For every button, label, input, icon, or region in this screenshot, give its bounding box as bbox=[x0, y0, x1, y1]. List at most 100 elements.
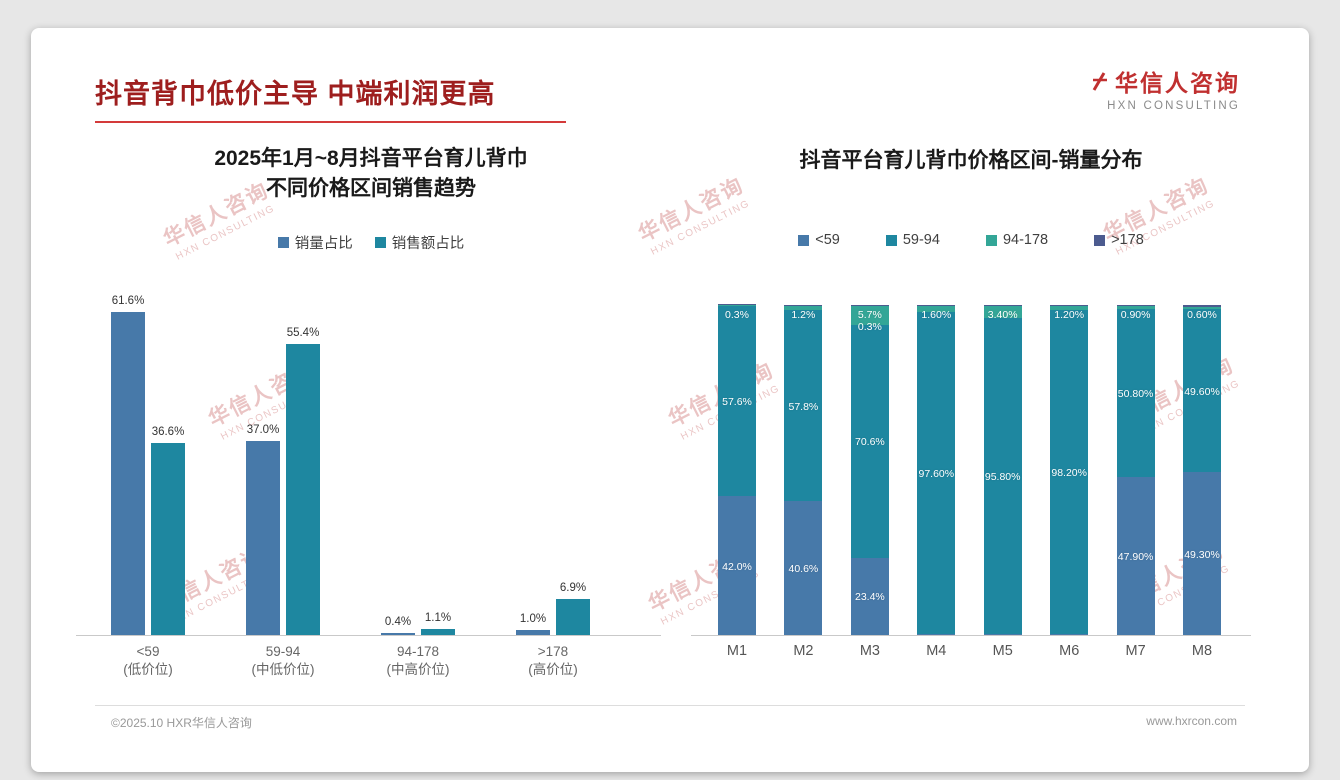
stacked-segment-<59-M5 bbox=[983, 633, 1022, 635]
bar-value-label: 1.0% bbox=[519, 612, 547, 625]
stacked-segment-94-178-M8 bbox=[1183, 306, 1221, 309]
segment-value-label: 97.60% bbox=[918, 467, 955, 480]
stacked-segment-94-178-M4 bbox=[917, 306, 956, 312]
bar-销量占比-59-94 bbox=[246, 440, 280, 635]
legend-item-lt59: <59 bbox=[798, 232, 840, 248]
stacked-segment-<59-M1 bbox=[718, 496, 756, 635]
left-chart-legend: 销量占比 销售额占比 bbox=[91, 232, 651, 253]
segment-value-label: 95.80% bbox=[984, 470, 1021, 483]
bar-value-label: 37.0% bbox=[246, 423, 280, 436]
segment-value-label: 1.2% bbox=[791, 309, 816, 321]
stacked-segment-59-94-M7 bbox=[1116, 309, 1155, 477]
bar-value-label: 6.9% bbox=[559, 581, 587, 594]
stacked-segment->178-M7 bbox=[1116, 305, 1155, 307]
stacked-segment-<59-M8 bbox=[1183, 472, 1221, 635]
bar-销量占比->178 bbox=[516, 629, 550, 635]
segment-value-label: 1.60% bbox=[921, 309, 952, 321]
bar-value-label: 55.4% bbox=[286, 327, 320, 340]
legend-swatch-teal bbox=[885, 234, 897, 246]
x-axis-month: M3 bbox=[859, 643, 880, 659]
bar-销量占比-94-178 bbox=[381, 632, 415, 635]
grouped-bar-chart: 61.6% 37.0% 0.4% 1.0% 36.6% 55.4% 1.1% 6.9% <59(… bbox=[76, 293, 661, 677]
x-axis-month: M6 bbox=[1059, 643, 1080, 659]
bar-value-label: 1.1% bbox=[424, 612, 452, 625]
legend-swatch-teal bbox=[374, 237, 386, 248]
x-axis-month: M5 bbox=[992, 643, 1013, 659]
stacked-segment-<59-M6 bbox=[1050, 634, 1089, 635]
legend-label: >178 bbox=[1111, 232, 1144, 248]
x-axis-category: 59-94 (中低价位) bbox=[251, 644, 315, 678]
legend-item-94-178: 94-178 bbox=[985, 232, 1049, 248]
footer: ©2025.10 HXR华信人咨询 www.hxrcon.com bbox=[95, 705, 1245, 746]
bar-销售额占比-59-94 bbox=[286, 344, 320, 635]
right-chart-legend: <59 59-94 94-178 >178 bbox=[691, 232, 1251, 248]
footer-copyright: ©2025.10 HXR华信人咨询 bbox=[111, 716, 252, 730]
segment-value-label: 57.8% bbox=[788, 400, 819, 413]
segment-value-label: 1.20% bbox=[1054, 309, 1085, 321]
slide-card: 华信人咨询 HXN CONSULTING 华信人咨询 HXN CONSULTING 华信… bbox=[31, 28, 1309, 772]
x-axis-category: >178 (高价位) bbox=[528, 644, 578, 678]
segment-value-label: 42.0% bbox=[722, 560, 752, 573]
bar-销售额占比->178 bbox=[556, 598, 590, 635]
stacked-segment-<59-M7 bbox=[1116, 476, 1155, 635]
stacked-segment-<59-M4 bbox=[917, 633, 956, 635]
slide-title: 抖音背巾低价主导 中端利润更高 bbox=[95, 72, 566, 123]
bar-销量占比-<59 bbox=[111, 311, 145, 635]
segment-value-label: 0.90% bbox=[1120, 309, 1151, 321]
segment-value-label: 47.90% bbox=[1117, 551, 1154, 563]
stacked-segment-94-178-M6 bbox=[1050, 306, 1089, 310]
bar-value-label: 0.4% bbox=[384, 615, 412, 628]
x-axis-category: 94-178 (中高价位) bbox=[386, 644, 450, 678]
stacked-segment-59-94-M5 bbox=[983, 317, 1022, 634]
x-axis-month: M4 bbox=[926, 643, 947, 659]
legend-label: 94-178 bbox=[1002, 232, 1049, 248]
logo-en-text: HXN CONSULTING bbox=[1107, 100, 1240, 112]
stacked-segment->178-M4 bbox=[917, 305, 956, 307]
left-chart-title: 2025年1月~8月抖音平台育儿背巾 不同价格区间销售趋势 bbox=[214, 147, 528, 201]
segment-value-label: 49.30% bbox=[1184, 548, 1220, 561]
bar-value-label: 36.6% bbox=[151, 426, 185, 438]
stacked-bar-chart: 42.0% 57.6% 0.3% M1 40.6% 57.8% 1.2% M2 23.4% 70.… bbox=[691, 293, 1251, 659]
segment-value-label: 3.40% bbox=[987, 309, 1018, 321]
x-axis-month: M8 bbox=[1191, 643, 1213, 659]
stacked-segment->178-M3 bbox=[850, 305, 889, 306]
segment-value-label: 5.7% bbox=[857, 309, 882, 321]
bar-销售额占比-<59 bbox=[151, 443, 185, 635]
stacked-segment->178-M2 bbox=[784, 305, 823, 307]
legend-swatch-blue bbox=[277, 237, 289, 248]
legend-swatch-blue bbox=[798, 234, 810, 246]
segment-value-label: 23.4% bbox=[855, 591, 885, 604]
legend-label: 销售额占比 bbox=[391, 236, 465, 252]
segment-value-label: 70.6% bbox=[855, 436, 885, 449]
x-axis-category: <59 (低价位) bbox=[123, 644, 173, 678]
segment-value-label: 50.80% bbox=[1117, 388, 1154, 401]
legend-label: 销量占比 bbox=[294, 236, 353, 252]
segment-value-label: 40.6% bbox=[788, 563, 819, 575]
segment-value-label: 0.60% bbox=[1187, 309, 1217, 321]
stacked-segment-59-94-M2 bbox=[784, 310, 823, 501]
stacked-segment-59-94-M1 bbox=[718, 306, 756, 497]
bar-value-label: 61.6% bbox=[111, 294, 145, 307]
legend-item-59-94: 59-94 bbox=[885, 232, 940, 248]
stacked-segment-94-178-M7 bbox=[1116, 306, 1155, 310]
legend-item-gt178: >178 bbox=[1094, 232, 1144, 248]
x-axis-month: M7 bbox=[1125, 643, 1146, 659]
stacked-segment-59-94-M3 bbox=[850, 324, 889, 558]
logo-mark-icon bbox=[1092, 72, 1107, 91]
stacked-segment-<59-M2 bbox=[784, 501, 823, 635]
segment-value-label: 57.6% bbox=[722, 396, 752, 409]
stacked-segment-94-178-M5 bbox=[983, 306, 1022, 318]
segment-value-label: 98.20% bbox=[1051, 467, 1087, 479]
x-axis-month: M2 bbox=[793, 643, 814, 659]
segment-value-label: 0.3% bbox=[857, 321, 882, 333]
stacked-segment->178-M6 bbox=[1050, 305, 1089, 306]
stacked-segment-<59-M3 bbox=[850, 557, 889, 635]
legend-item-sales-volume: 销量占比 bbox=[277, 232, 353, 253]
legend-swatch-green bbox=[985, 234, 997, 246]
segment-value-label: 49.60% bbox=[1184, 385, 1220, 398]
logo: 华信人咨询 HXN CONSULTING bbox=[1090, 64, 1240, 112]
stacked-segment-59-94-M6 bbox=[1050, 309, 1089, 634]
logo-cn-text: 华信人咨询 bbox=[1115, 70, 1240, 96]
legend-label: <59 bbox=[815, 232, 840, 248]
